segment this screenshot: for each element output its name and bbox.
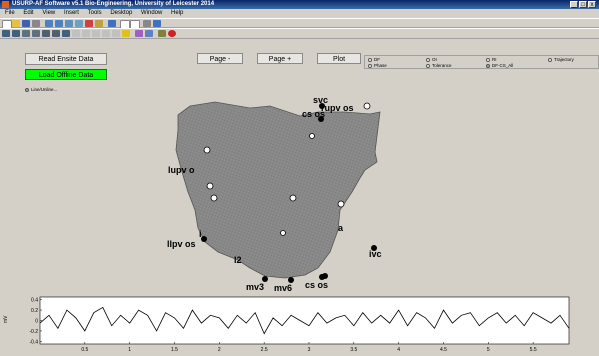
y-axis-label: mV [3,315,9,323]
label-ivc: ivc [369,249,382,259]
label-a: a [338,223,344,233]
y-tick-label: 0.4 [31,298,38,304]
label-i: i [199,229,202,239]
atrial-3d-map[interactable]: svc rupv os cs os lupv o i llpv os a l2 … [0,0,599,292]
x-tick-label: 3 [308,347,311,353]
x-tick-label: 4.5 [440,347,447,353]
y-tick-label: 0 [35,319,38,325]
label-mv3: mv3 [246,282,264,292]
x-tick-label: 1 [128,347,131,353]
x-tick-label: 0.5 [81,347,88,353]
marker-mid [281,231,286,236]
x-tick-label: 5 [487,347,490,353]
x-tick-label: 3.5 [350,347,357,353]
y-tick-label: -0.2 [29,329,38,335]
label-rupv: rupv os [321,103,354,113]
label-lupv: lupv o [168,165,195,175]
label-llpv: llpv os [167,239,196,249]
marker-rupv [364,103,370,109]
signal-chart[interactable]: mV 0.4 0.2 0 -0.2 -0.4 0.5 1 1.5 2 2.5 3 3.5 4 4.5 5 5… [0,293,599,356]
marker-csos2 [322,273,328,279]
plot-area [40,297,569,344]
x-tick-label: 2 [218,347,221,353]
y-tick-label: -0.4 [29,339,38,345]
marker-llpv [201,236,207,242]
marker-l2 [211,195,217,201]
label-mv6: mv6 [274,283,292,292]
label-csos: cs os [305,280,328,290]
marker-lupv [204,147,210,153]
x-tick-label: 5.5 [530,347,537,353]
marker-a1 [310,134,315,139]
marker-l1 [207,183,213,189]
marker-center [290,195,296,201]
x-tick-label: 1.5 [171,347,178,353]
label-cs: cs os [302,109,325,119]
y-tick-label: 0.2 [31,308,38,314]
x-tick-label: 4 [397,347,400,353]
label-l2: l2 [234,255,242,265]
x-tick-label: 2.5 [261,347,268,353]
atrial-surface[interactable] [176,102,380,278]
marker-right [338,201,344,207]
